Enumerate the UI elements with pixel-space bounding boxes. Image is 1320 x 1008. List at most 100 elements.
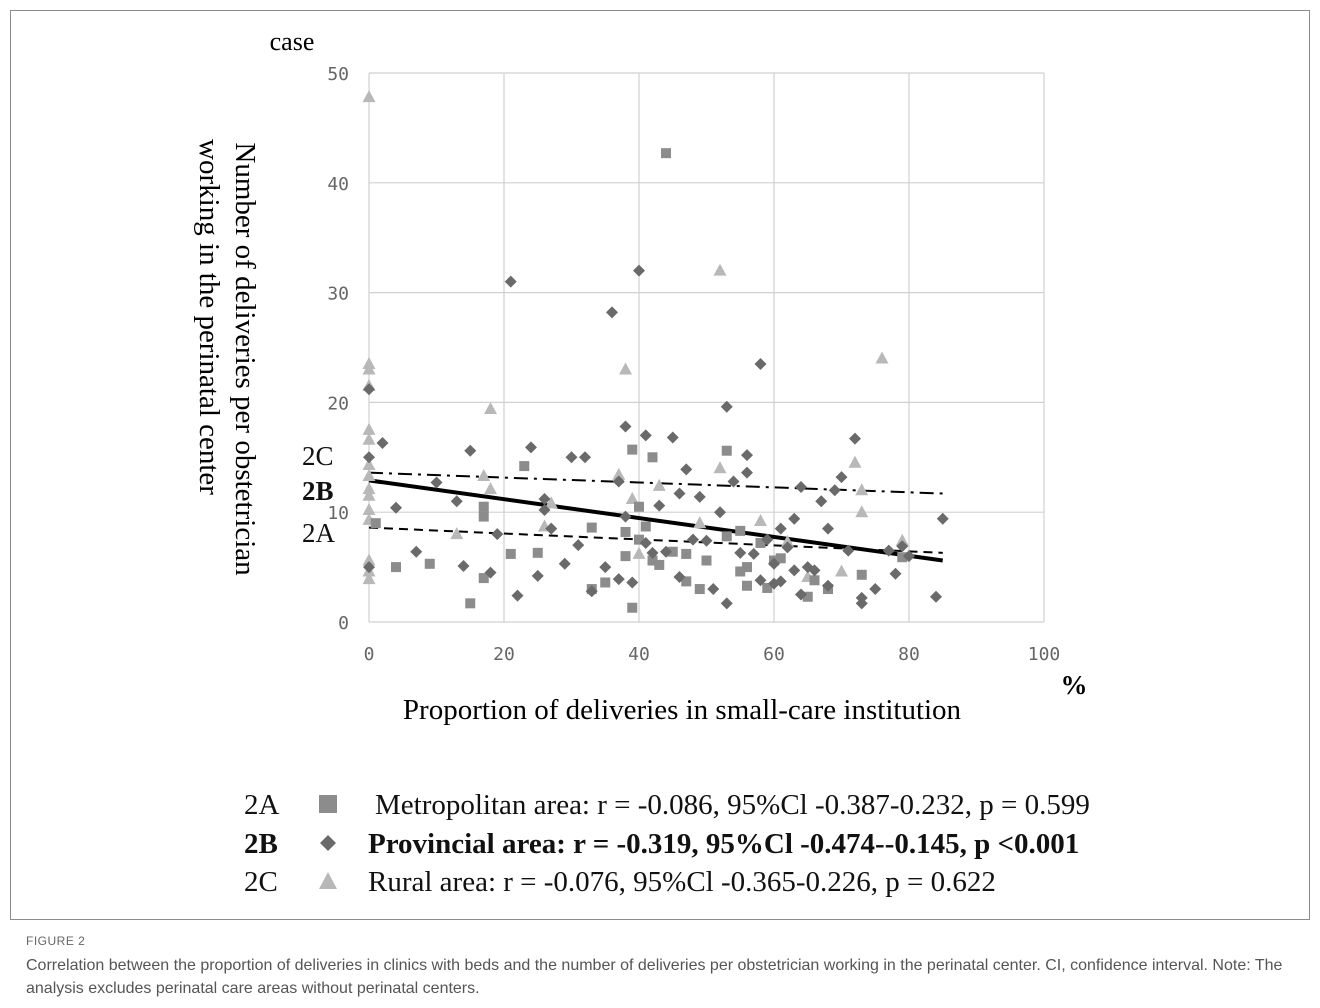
point-2b bbox=[741, 449, 753, 462]
point-2b bbox=[714, 506, 726, 519]
point-2b bbox=[849, 432, 861, 445]
figure-label: FIGURE 2 bbox=[26, 934, 86, 948]
point-2b bbox=[754, 574, 767, 587]
point-2b bbox=[639, 536, 652, 549]
point-2b bbox=[781, 541, 794, 554]
point-2a bbox=[600, 577, 611, 588]
point-2b bbox=[795, 480, 807, 493]
point-2a bbox=[647, 555, 658, 566]
point-2b bbox=[599, 561, 612, 574]
y-unit-label: case bbox=[270, 27, 315, 56]
point-2b bbox=[572, 539, 585, 552]
point-2b bbox=[720, 400, 733, 413]
point-2b bbox=[673, 570, 686, 583]
point-2b bbox=[747, 547, 760, 560]
x-tick-label: 100 bbox=[1028, 644, 1061, 665]
point-2c bbox=[362, 432, 376, 445]
point-2b bbox=[619, 420, 632, 433]
x-tick-label: 80 bbox=[898, 644, 920, 665]
point-2c bbox=[362, 503, 376, 516]
point-2b bbox=[720, 597, 733, 610]
point-2a bbox=[735, 566, 746, 577]
point-2a bbox=[505, 548, 516, 559]
y-tick-label: 50 bbox=[327, 64, 349, 85]
point-2c bbox=[362, 362, 376, 375]
point-2b bbox=[882, 544, 895, 557]
point-2c bbox=[619, 362, 632, 375]
point-2b bbox=[774, 575, 787, 588]
point-2b bbox=[545, 522, 558, 535]
point-2b bbox=[761, 533, 774, 546]
point-2b bbox=[531, 569, 544, 582]
point-2b bbox=[754, 357, 767, 370]
point-2b bbox=[774, 522, 787, 535]
point-2b bbox=[565, 451, 578, 464]
point-2b bbox=[673, 487, 686, 500]
point-2b bbox=[855, 597, 868, 610]
point-2b bbox=[889, 567, 902, 580]
point-2c bbox=[625, 492, 639, 505]
point-2b bbox=[363, 451, 375, 464]
point-2c bbox=[450, 527, 464, 540]
point-2a bbox=[721, 531, 732, 542]
point-2a bbox=[742, 562, 752, 573]
point-2b bbox=[734, 546, 747, 559]
point-2b bbox=[363, 561, 375, 574]
point-2b bbox=[788, 512, 801, 525]
y-tick-label: 10 bbox=[327, 503, 349, 524]
data-points bbox=[362, 90, 949, 613]
point-2a bbox=[519, 461, 530, 472]
point-2c bbox=[477, 468, 491, 481]
point-2a bbox=[640, 521, 651, 532]
point-2b bbox=[633, 264, 645, 277]
point-2b bbox=[795, 588, 807, 601]
point-2a bbox=[701, 555, 712, 566]
y-tick-label: 20 bbox=[327, 393, 349, 414]
axis-ticks: 0 20 40 60 80 100 0 10 20 30 40 50 bbox=[327, 64, 1060, 665]
point-2b bbox=[700, 534, 713, 547]
point-2b bbox=[525, 441, 537, 454]
point-2b bbox=[585, 585, 598, 598]
point-2b bbox=[619, 510, 632, 523]
point-2c bbox=[362, 90, 376, 103]
point-2c bbox=[484, 482, 497, 495]
point-2b bbox=[450, 495, 463, 508]
point-2a bbox=[802, 591, 813, 602]
point-2a bbox=[478, 573, 489, 584]
trend-line-2a bbox=[368, 526, 943, 554]
point-2c bbox=[848, 455, 862, 468]
point-2a bbox=[620, 526, 631, 537]
point-2a bbox=[742, 580, 752, 591]
point-2a bbox=[532, 547, 543, 558]
point-2b bbox=[903, 550, 915, 563]
point-2b bbox=[693, 490, 706, 503]
x-tick-label: 0 bbox=[364, 644, 375, 665]
trend-line-2c bbox=[368, 471, 943, 495]
point-2c bbox=[362, 488, 376, 501]
trend-label-2b: 2B bbox=[302, 476, 334, 506]
point-2b bbox=[464, 444, 477, 457]
point-2b bbox=[788, 564, 801, 577]
point-2b bbox=[646, 546, 659, 559]
point-2c bbox=[855, 483, 869, 496]
point-2c bbox=[612, 467, 626, 480]
point-2a bbox=[897, 552, 908, 563]
point-2a bbox=[775, 553, 786, 564]
point-2b bbox=[484, 566, 497, 579]
y-axis-label-line2: working in the perinatal center bbox=[193, 139, 225, 495]
point-2c bbox=[895, 533, 909, 546]
point-2b bbox=[680, 463, 693, 476]
x-unit-label: % bbox=[1061, 670, 1088, 700]
trend-label-2c: 2C bbox=[302, 441, 334, 471]
point-2a bbox=[465, 598, 476, 609]
point-2a bbox=[721, 445, 732, 456]
point-2c bbox=[652, 478, 666, 491]
point-2b bbox=[930, 590, 942, 603]
point-2b bbox=[511, 589, 524, 602]
point-2b bbox=[822, 522, 834, 535]
point-2c bbox=[855, 505, 869, 518]
point-2c bbox=[835, 564, 848, 577]
point-2a bbox=[634, 501, 644, 512]
point-2a bbox=[586, 522, 597, 533]
point-2a bbox=[654, 559, 665, 570]
